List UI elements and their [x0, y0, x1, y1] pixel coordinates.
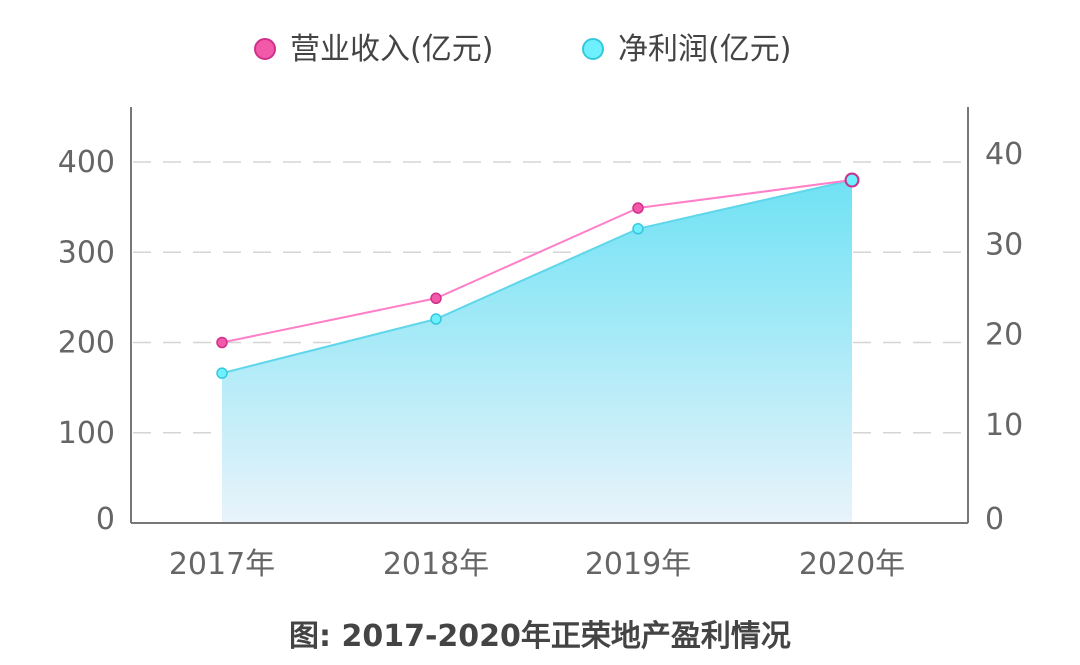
profit-point-0	[216, 367, 228, 379]
profit-point-1	[430, 313, 442, 325]
legend-revenue-label: 营业收入(亿元)	[290, 32, 493, 67]
left-tick-100: 100	[58, 416, 115, 451]
revenue-line	[221, 179, 853, 344]
revenue-point-3	[844, 172, 860, 188]
left-tick-0: 0	[96, 502, 115, 537]
left-tick-200: 200	[58, 326, 115, 361]
revenue-point-1	[430, 292, 442, 305]
legend-revenue-marker	[254, 38, 276, 60]
revenue-point-0	[216, 336, 228, 349]
right-tick-30: 30	[985, 227, 1023, 262]
x-tick-3: 2020年	[799, 547, 905, 582]
x-tick-labels: 2017年 2018年 2019年 2020年	[169, 547, 905, 582]
x-tick-2: 2019年	[585, 547, 691, 582]
legend-profit-label: 净利润(亿元)	[618, 32, 791, 67]
x-tick-1: 2018年	[383, 547, 489, 582]
left-tick-labels: 0 100 200 300 400	[58, 145, 115, 537]
chart-caption: 图: 2017-2020年正荣地产盈利情况	[289, 619, 791, 654]
profit-area	[222, 180, 852, 524]
profit-markers	[216, 173, 859, 379]
profit-point-2	[632, 223, 644, 235]
legend-profit-marker	[582, 38, 604, 60]
right-tick-0: 0	[985, 502, 1004, 537]
right-tick-labels: 0 10 20 30 40	[985, 137, 1023, 537]
profit-line	[221, 179, 853, 375]
left-tick-300: 300	[58, 235, 115, 270]
revenue-point-2	[632, 202, 644, 214]
x-tick-0: 2017年	[169, 547, 275, 582]
right-tick-20: 20	[985, 318, 1023, 353]
right-tick-10: 10	[985, 408, 1023, 443]
legend: 营业收入(亿元) 净利润(亿元)	[254, 32, 791, 67]
left-tick-400: 400	[58, 145, 115, 180]
right-tick-40: 40	[985, 137, 1023, 172]
revenue-markers	[216, 172, 860, 349]
